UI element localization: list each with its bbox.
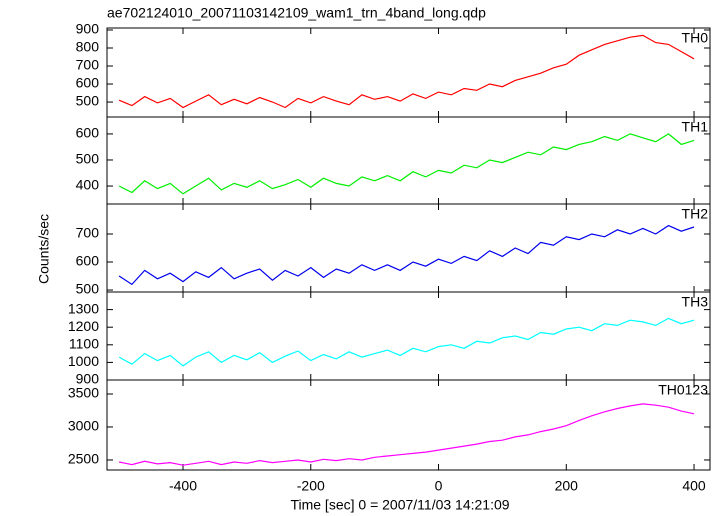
y-axis-label: Counts/sec <box>36 214 52 284</box>
panel-label: TH0 <box>682 30 709 46</box>
panel-label: TH2 <box>682 206 709 222</box>
y-tick-label: 600 <box>76 125 100 141</box>
x-axis-label: Time [sec] 0 = 2007/11/03 14:21:09 <box>290 497 509 513</box>
y-tick-label: 500 <box>76 151 100 167</box>
y-tick-label: 400 <box>76 177 100 193</box>
y-tick-label: 900 <box>76 21 100 37</box>
panel-frame <box>106 379 711 471</box>
panel-label: TH1 <box>682 119 709 135</box>
y-tick-label: 1200 <box>68 318 99 334</box>
y-tick-label: 3000 <box>68 418 99 434</box>
y-tick-label: 500 <box>76 281 100 297</box>
y-tick-label: 1100 <box>69 336 99 352</box>
y-tick-label: 600 <box>76 75 100 91</box>
data-line <box>118 317 695 367</box>
data-line <box>118 34 695 109</box>
y-tick-label: 700 <box>76 57 100 73</box>
panel-label: TH3 <box>682 294 709 310</box>
y-tick-label: 600 <box>76 253 100 269</box>
panel-label: TH0123 <box>658 382 708 398</box>
y-tick-label: 1300 <box>68 300 99 316</box>
panel-frame <box>106 291 711 381</box>
y-tick-label: 500 <box>76 93 100 109</box>
data-line <box>118 133 695 195</box>
panel-frame <box>106 203 711 293</box>
panel-frame <box>106 116 711 205</box>
x-tick-label: 200 <box>555 478 579 494</box>
data-line <box>118 224 695 286</box>
data-line <box>118 403 695 466</box>
y-tick-label: 900 <box>76 371 100 387</box>
y-tick-label: 800 <box>76 39 100 55</box>
x-tick-label: -200 <box>297 478 325 494</box>
y-tick-label: 1000 <box>68 353 99 369</box>
y-tick-label: 3500 <box>68 385 99 401</box>
x-tick-label: -400 <box>169 478 197 494</box>
x-tick-label: 400 <box>682 478 706 494</box>
y-tick-label: 2500 <box>68 451 99 467</box>
panel-frame <box>106 27 711 118</box>
y-tick-label: 700 <box>76 225 100 241</box>
chart-title: ae702124010_20071103142109_wam1_trn_4ban… <box>107 5 486 21</box>
x-tick-label: 0 <box>435 478 443 494</box>
